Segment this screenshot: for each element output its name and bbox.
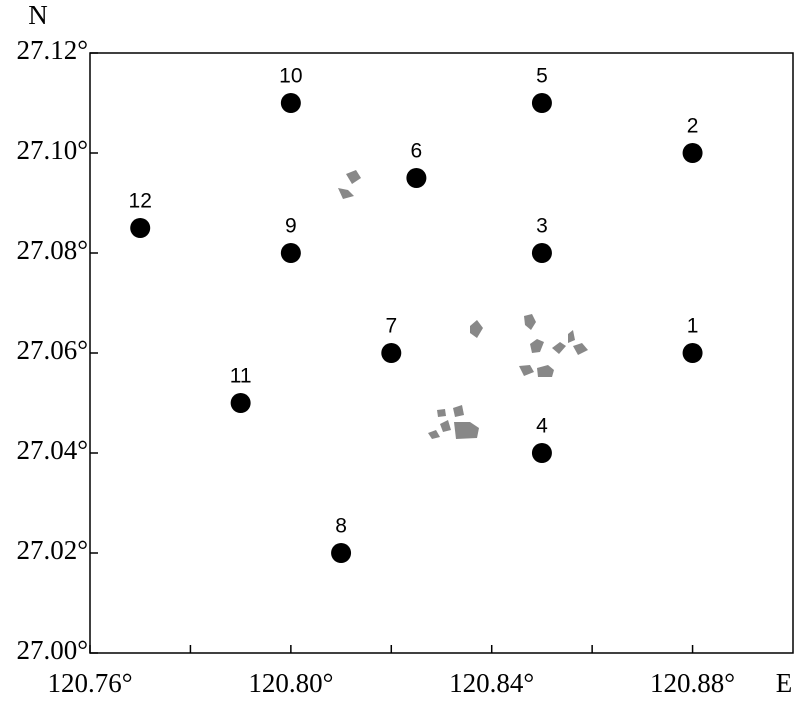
island — [537, 365, 554, 377]
station — [130, 218, 151, 238]
station-label: 2 — [687, 115, 699, 138]
y-tick-label: 27.04° — [16, 435, 88, 465]
island — [428, 430, 440, 439]
y-tick-label: 27.08° — [16, 235, 88, 265]
station — [331, 543, 352, 563]
station-label: 10 — [279, 65, 302, 88]
x-tick-label: 120.80° — [248, 668, 333, 698]
y-tick-label: 27.06° — [16, 335, 88, 365]
island — [530, 339, 544, 353]
station — [682, 143, 703, 163]
island — [552, 342, 566, 354]
island — [437, 409, 446, 417]
island — [453, 405, 464, 417]
station-label: 4 — [536, 415, 548, 438]
station-label: 12 — [129, 190, 152, 213]
station — [406, 168, 427, 188]
station — [531, 93, 552, 113]
island — [338, 188, 354, 199]
y-tick-label: 27.02° — [16, 535, 88, 565]
y-axis-label: N — [28, 0, 48, 30]
station-label: 5 — [536, 65, 548, 88]
y-tick-label: 27.00° — [16, 635, 88, 665]
island — [524, 314, 536, 330]
station — [531, 243, 552, 263]
station — [531, 443, 552, 463]
station-label: 8 — [335, 515, 347, 538]
x-axis-label: E — [776, 668, 793, 698]
island — [519, 365, 534, 376]
y-tick-label: 27.12° — [16, 35, 88, 65]
island — [454, 422, 479, 439]
island — [346, 170, 361, 184]
station-label: 1 — [687, 315, 699, 338]
station — [682, 343, 703, 363]
station — [280, 93, 301, 113]
island — [440, 420, 451, 432]
station-label: 9 — [285, 215, 297, 238]
station — [280, 243, 301, 263]
station — [381, 343, 402, 363]
island — [573, 343, 588, 355]
island — [470, 320, 483, 338]
station-label: 11 — [230, 365, 252, 388]
station-label: 6 — [411, 140, 423, 163]
island — [568, 330, 575, 343]
islands — [338, 170, 588, 439]
station — [230, 393, 251, 413]
x-tick-label: 120.76° — [47, 668, 132, 698]
x-tick-label: 120.88° — [650, 668, 735, 698]
station-label: 3 — [536, 215, 548, 238]
x-tick-label: 120.84° — [449, 668, 534, 698]
y-tick-label: 27.10° — [16, 135, 88, 165]
station-label: 7 — [385, 315, 397, 338]
